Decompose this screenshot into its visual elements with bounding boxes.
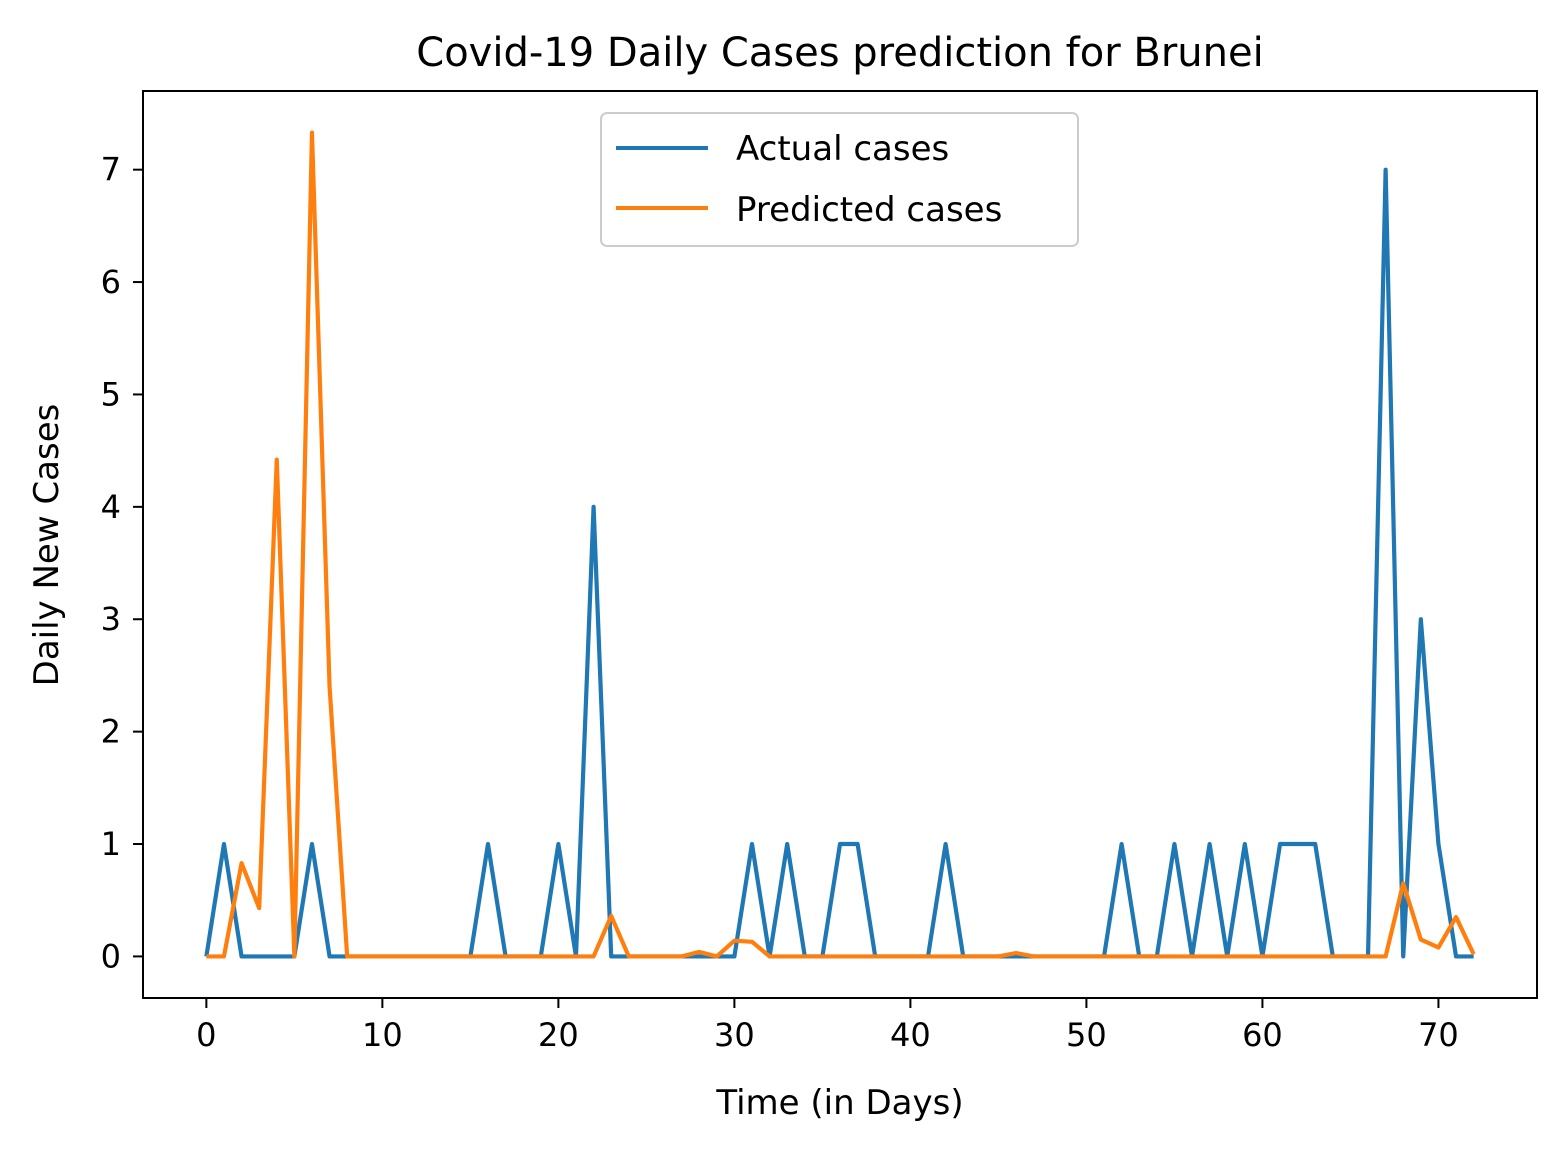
legend-box	[600, 112, 1079, 247]
x-tick-label: 30	[714, 1016, 755, 1054]
x-tick-label: 10	[362, 1016, 403, 1054]
x-axis-label: Time (in Days)	[715, 1083, 963, 1123]
series-group	[204, 130, 1476, 959]
y-tick-label: 0	[101, 937, 121, 975]
x-axis: 0 10 20 30 40 50 60 70	[196, 998, 1459, 1054]
y-tick-label: 2	[101, 713, 121, 751]
y-tick-label: 5	[101, 375, 121, 413]
x-tick-label: 60	[1242, 1016, 1283, 1054]
x-tick-label: 70	[1418, 1016, 1459, 1054]
y-axis: 0 1 2 3 4 5 6 7	[101, 151, 143, 975]
y-tick-label: 4	[101, 488, 121, 526]
y-tick-label: 6	[101, 263, 121, 301]
x-tick-label: 0	[196, 1016, 216, 1054]
plot-frame	[142, 90, 1538, 999]
legend-label-actual: Actual cases	[736, 129, 949, 169]
plot-area	[142, 90, 1538, 999]
chart-title: Covid-19 Daily Cases prediction for Brun…	[416, 30, 1263, 76]
series-line-predicted	[206, 130, 1476, 959]
y-tick-label: 7	[101, 151, 121, 189]
x-tick-label: 40	[890, 1016, 931, 1054]
legend-label-predicted: Predicted cases	[736, 190, 1002, 230]
legend: Actual cases Predicted cases	[600, 112, 1079, 247]
y-axis-label: Daily New Cases	[27, 404, 67, 687]
x-tick-label: 50	[1066, 1016, 1107, 1054]
y-tick-label: 3	[101, 600, 121, 638]
y-tick-label: 1	[101, 825, 121, 863]
x-tick-label: 20	[538, 1016, 579, 1054]
